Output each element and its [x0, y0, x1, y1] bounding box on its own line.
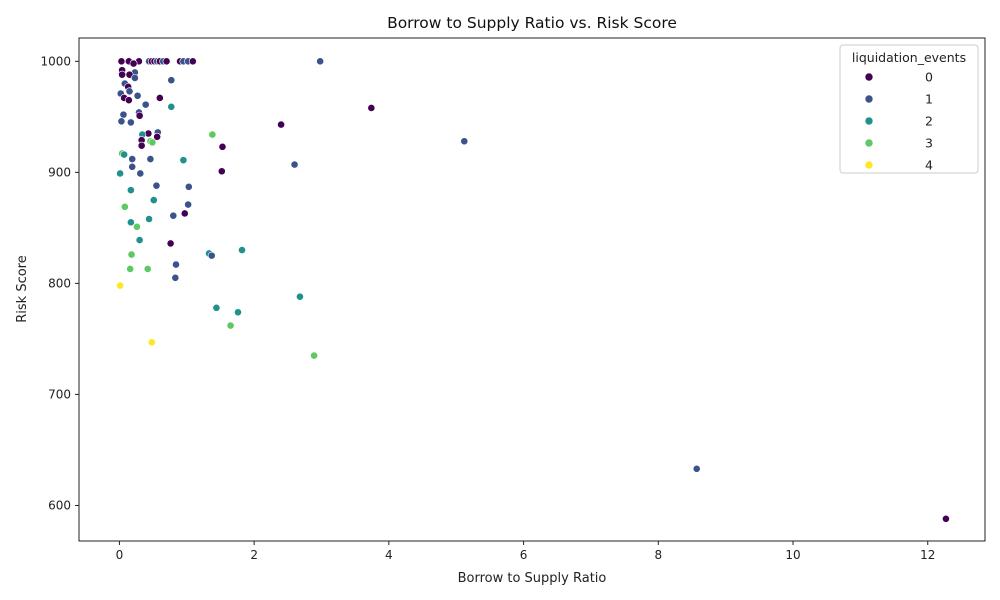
data-point	[141, 100, 150, 109]
data-point	[218, 142, 227, 151]
data-point	[148, 138, 157, 147]
data-point	[226, 321, 235, 330]
data-point	[180, 209, 189, 218]
data-point	[367, 104, 376, 112]
data-point	[118, 70, 127, 79]
data-point	[129, 59, 138, 68]
data-point	[179, 156, 188, 165]
data-point	[120, 150, 129, 159]
data-point	[136, 169, 145, 178]
chart-title: Borrow to Supply Ratio vs. Risk Score	[387, 14, 677, 32]
x-tick-label: 12	[920, 548, 935, 562]
data-point	[135, 111, 144, 120]
data-point	[147, 338, 156, 347]
x-axis-label: Borrow to Supply Ratio	[458, 571, 607, 586]
data-point	[125, 87, 134, 96]
data-point	[316, 57, 325, 66]
x-axis-ticks: 0 2 4 6 8 10 12	[116, 541, 935, 562]
data-point	[290, 160, 299, 169]
data-point	[277, 120, 285, 129]
data-point	[234, 308, 242, 317]
data-point	[166, 239, 175, 248]
x-tick-label: 6	[520, 548, 528, 562]
legend-label: 1	[925, 92, 933, 107]
data-point	[131, 74, 139, 82]
legend-marker	[864, 72, 874, 82]
data-point	[169, 211, 178, 220]
data-point	[128, 155, 137, 163]
y-axis-ticks: 600 700 800 900 1000	[40, 54, 79, 512]
data-point	[135, 236, 144, 244]
data-point	[143, 265, 152, 273]
data-point	[692, 464, 701, 473]
data-point	[184, 200, 193, 209]
x-tick-label: 10	[785, 548, 800, 562]
legend-label: 0	[925, 70, 933, 85]
data-point	[153, 132, 162, 141]
legend: liquidation_events 0 1 2 3 4	[839, 44, 979, 174]
data-point	[238, 246, 246, 254]
data-point	[119, 110, 128, 119]
y-tick-label: 1000	[40, 54, 71, 68]
data-point	[167, 102, 176, 111]
data-point	[167, 76, 176, 85]
data-point	[149, 196, 158, 205]
x-tick-label: 0	[116, 548, 124, 562]
data-point	[208, 130, 217, 139]
x-tick-label: 8	[654, 548, 662, 562]
legend-title: liquidation_events	[852, 50, 966, 65]
data-point	[126, 265, 135, 273]
legend-box	[839, 44, 979, 174]
data-point	[188, 57, 197, 66]
legend-label: 3	[925, 136, 933, 151]
data-point	[296, 292, 304, 301]
legend-label: 4	[925, 158, 933, 173]
data-point	[146, 155, 155, 163]
data-point	[120, 202, 129, 211]
data-point	[942, 514, 950, 523]
data-point	[217, 167, 226, 176]
data-point	[124, 96, 133, 105]
data-point	[133, 91, 142, 100]
data-point	[127, 250, 136, 259]
data-point	[171, 273, 180, 282]
data-point	[172, 260, 180, 269]
legend-marker	[864, 160, 874, 170]
data-point	[126, 118, 135, 127]
y-tick-label: 700	[48, 387, 71, 401]
plot-frame	[78, 37, 986, 542]
data-point	[126, 218, 135, 227]
data-point	[116, 281, 124, 290]
points-layer	[116, 57, 950, 523]
data-point	[207, 251, 216, 260]
data-point	[117, 57, 126, 66]
y-tick-label: 800	[48, 276, 71, 290]
data-point	[116, 169, 124, 178]
x-tick-label: 4	[385, 548, 393, 562]
x-tick-label: 2	[250, 548, 258, 562]
legend-marker	[864, 116, 874, 126]
data-point	[460, 137, 469, 146]
data-point	[212, 303, 221, 312]
y-tick-label: 600	[48, 498, 71, 512]
y-axis-label: Risk Score	[15, 255, 30, 323]
y-tick-label: 900	[48, 165, 71, 179]
legend-marker	[864, 138, 874, 148]
data-point	[145, 215, 153, 223]
data-point	[152, 181, 161, 190]
data-point	[184, 182, 193, 191]
data-point	[162, 57, 171, 66]
legend-entries: 0 1 2 3 4	[864, 70, 933, 173]
data-point	[133, 222, 141, 231]
data-point	[155, 94, 164, 102]
legend-marker	[864, 94, 874, 104]
data-point	[117, 117, 126, 126]
data-point	[310, 351, 318, 360]
legend-label: 2	[925, 114, 933, 129]
data-point	[137, 141, 146, 150]
data-point	[128, 162, 137, 171]
data-point	[126, 186, 135, 195]
